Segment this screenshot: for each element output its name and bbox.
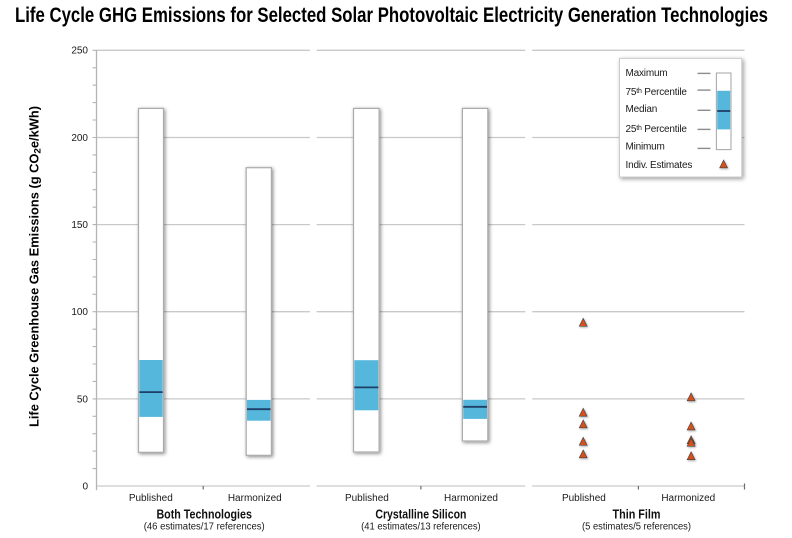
svg-text:Indiv. Estimates: Indiv. Estimates — [626, 160, 693, 171]
svg-text:Crystalline Silicon: Crystalline Silicon — [375, 508, 466, 522]
svg-text:Thin Film: Thin Film — [613, 508, 661, 522]
svg-text:(41 estimates/13 references): (41 estimates/13 references) — [361, 521, 481, 532]
svg-text:Published: Published — [129, 493, 173, 504]
svg-text:Published: Published — [345, 493, 389, 504]
svg-text:Median: Median — [626, 104, 658, 115]
svg-text:Both Technologies: Both Technologies — [156, 508, 252, 522]
svg-text:Harmonized: Harmonized — [661, 493, 715, 504]
svg-text:Life Cycle Greenhouse Gas Emis: Life Cycle Greenhouse Gas Emissions (g C… — [28, 106, 44, 427]
svg-text:Harmonized: Harmonized — [228, 493, 282, 504]
svg-text:Minimum: Minimum — [626, 142, 665, 153]
svg-text:Maximum: Maximum — [626, 68, 668, 79]
svg-text:75th Percentile: 75th Percentile — [626, 87, 688, 98]
svg-text:25th Percentile: 25th Percentile — [626, 124, 688, 135]
svg-text:250: 250 — [71, 46, 88, 57]
svg-text:200: 200 — [71, 133, 88, 144]
svg-text:50: 50 — [77, 394, 89, 405]
svg-text:Harmonized: Harmonized — [444, 493, 498, 504]
svg-text:150: 150 — [71, 220, 88, 231]
svg-text:0: 0 — [82, 481, 88, 492]
svg-text:Published: Published — [562, 493, 606, 504]
svg-text:100: 100 — [71, 307, 88, 318]
svg-text:Life Cycle GHG Emissions for S: Life Cycle GHG Emissions for Selected So… — [15, 4, 768, 27]
svg-text:(5 estimates/5 references): (5 estimates/5 references) — [582, 521, 691, 532]
svg-text:(46 estimates/17 references): (46 estimates/17 references) — [144, 521, 265, 532]
